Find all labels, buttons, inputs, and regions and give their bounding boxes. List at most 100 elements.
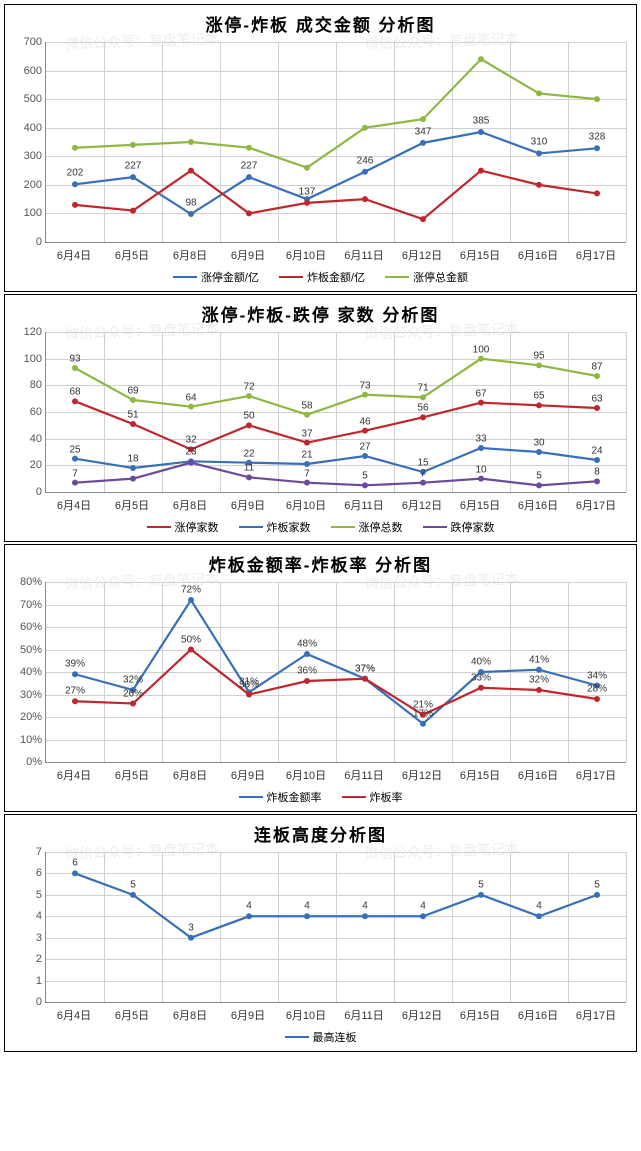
series-marker <box>304 480 310 486</box>
x-axis-tick: 6月9日 <box>219 767 277 783</box>
series-marker <box>478 400 484 406</box>
series-marker <box>188 211 194 217</box>
series-marker <box>362 482 368 488</box>
x-axis-tick: 6月17日 <box>567 497 625 513</box>
series-line <box>75 401 597 449</box>
legend-item: 炸板家数 <box>239 519 311 535</box>
series-marker <box>420 469 426 475</box>
x-axis-tick: 6月15日 <box>451 767 509 783</box>
series-marker <box>304 651 310 657</box>
series-marker <box>536 482 542 488</box>
legend-item: 涨停金额/亿 <box>173 269 259 285</box>
x-axis: 6月4日6月5日6月8日6月9日6月10日6月11日6月12日6月15日6月16… <box>45 247 625 263</box>
series-marker <box>594 696 600 702</box>
series-marker <box>130 465 136 471</box>
series-marker <box>594 96 600 102</box>
series-marker <box>420 480 426 486</box>
series-marker <box>594 373 600 379</box>
legend-item: 炸板金额率 <box>239 789 322 805</box>
y-axis-tick: 80 <box>12 379 42 391</box>
legend: 涨停家数炸板家数涨停总数跌停家数 <box>5 513 636 541</box>
legend-label: 炸板金额率 <box>267 789 322 805</box>
legend-label: 炸板率 <box>370 789 403 805</box>
series-marker <box>246 393 252 399</box>
x-axis-tick: 6月17日 <box>567 1007 625 1023</box>
y-axis-tick: 40% <box>12 666 42 678</box>
series-marker <box>188 168 194 174</box>
plot-area: 012345676534444545 <box>45 852 626 1003</box>
line-layer <box>46 582 626 762</box>
chart-container-1: 微信公众号：复盘笔记本微信公众号：复盘笔记本涨停-炸板-跌停 家数 分析图020… <box>4 294 637 542</box>
series-marker <box>130 397 136 403</box>
series-marker <box>246 474 252 480</box>
y-axis-tick: 200 <box>12 179 42 191</box>
series-marker <box>594 892 600 898</box>
y-axis-tick: 600 <box>12 65 42 77</box>
x-axis-tick: 6月4日 <box>45 767 103 783</box>
legend-swatch <box>285 1036 309 1039</box>
x-axis-tick: 6月16日 <box>509 1007 567 1023</box>
series-marker <box>420 116 426 122</box>
series-line <box>75 359 597 415</box>
legend-item: 涨停总数 <box>331 519 403 535</box>
x-axis-tick: 6月9日 <box>219 247 277 263</box>
series-marker <box>304 412 310 418</box>
y-axis-tick: 4 <box>12 910 42 922</box>
series-marker <box>478 669 484 675</box>
series-marker <box>130 421 136 427</box>
legend-swatch <box>239 796 263 799</box>
series-marker <box>478 892 484 898</box>
y-axis-tick: 700 <box>12 36 42 48</box>
plot-area: 0%10%20%30%40%50%60%70%80%39%32%72%31%48… <box>45 582 626 763</box>
series-marker <box>594 190 600 196</box>
series-marker <box>478 56 484 62</box>
series-line <box>75 448 597 472</box>
series-marker <box>246 692 252 698</box>
series-marker <box>304 461 310 467</box>
series-marker <box>188 446 194 452</box>
x-axis-tick: 6月17日 <box>567 767 625 783</box>
x-axis-tick: 6月11日 <box>335 247 393 263</box>
series-marker <box>246 145 252 151</box>
y-axis-tick: 3 <box>12 932 42 944</box>
y-axis-tick: 0 <box>12 236 42 248</box>
series-marker <box>72 398 78 404</box>
x-axis-tick: 6月4日 <box>45 497 103 513</box>
series-line <box>75 600 597 724</box>
series-marker <box>304 200 310 206</box>
legend-swatch <box>423 526 447 529</box>
y-axis-tick: 1 <box>12 975 42 987</box>
series-marker <box>246 460 252 466</box>
series-marker <box>536 402 542 408</box>
y-axis-tick: 30% <box>12 689 42 701</box>
series-marker <box>594 478 600 484</box>
gridline-v <box>626 582 627 762</box>
series-marker <box>72 698 78 704</box>
chart-title: 连板高度分析图 <box>5 815 636 848</box>
series-marker <box>362 676 368 682</box>
series-marker <box>304 165 310 171</box>
series-marker <box>72 365 78 371</box>
series-marker <box>420 140 426 146</box>
legend-swatch <box>279 276 303 279</box>
x-axis-tick: 6月16日 <box>509 497 567 513</box>
x-axis-tick: 6月16日 <box>509 247 567 263</box>
line-layer <box>46 332 626 492</box>
y-axis-tick: 0% <box>12 756 42 768</box>
x-axis-tick: 6月16日 <box>509 767 567 783</box>
y-axis-tick: 80% <box>12 576 42 588</box>
legend-label: 跌停家数 <box>451 519 495 535</box>
series-marker <box>362 169 368 175</box>
chart-container-0: 微信公众号：复盘笔记本微信公众号：复盘笔记本涨停-炸板 成交金额 分析图0100… <box>4 4 637 292</box>
legend-label: 涨停总数 <box>359 519 403 535</box>
series-marker <box>188 460 194 466</box>
x-axis-tick: 6月12日 <box>393 497 451 513</box>
x-axis-tick: 6月5日 <box>103 767 161 783</box>
y-axis-tick: 500 <box>12 93 42 105</box>
series-marker <box>72 671 78 677</box>
series-marker <box>188 139 194 145</box>
y-axis-tick: 70% <box>12 599 42 611</box>
series-marker <box>594 683 600 689</box>
series-marker <box>362 453 368 459</box>
plot-area: 0100200300400500600700202227982272463473… <box>45 42 626 243</box>
